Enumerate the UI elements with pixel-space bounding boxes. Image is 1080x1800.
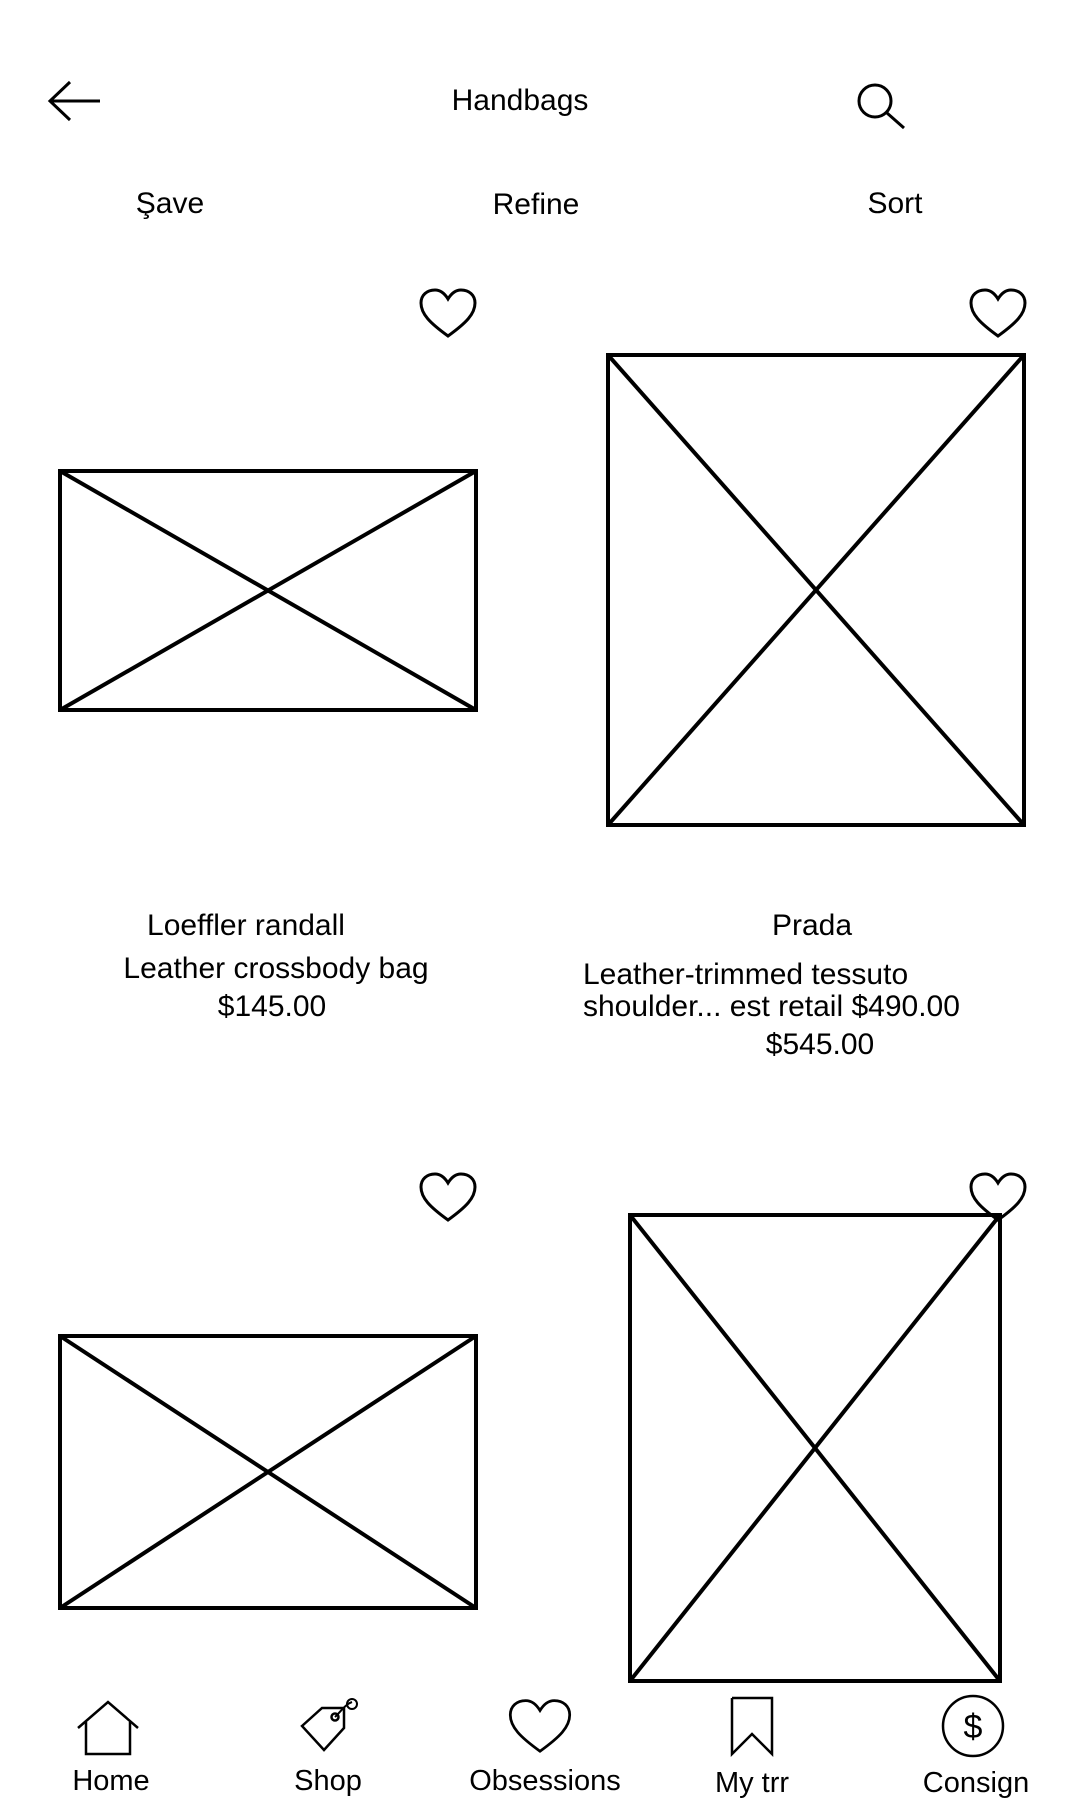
nav-label: Shop [294,1765,362,1797]
nav-item-my-trr[interactable]: My trr [700,1696,804,1800]
arrow-left-icon [47,80,100,122]
product-image-placeholder[interactable] [628,1213,1002,1683]
nav-item-home[interactable]: Home [54,1700,174,1800]
nav-item-consign[interactable]: $ Consign [914,1694,1038,1800]
product-brand: Prada [771,909,853,942]
nav-label: Obsessions [469,1765,621,1797]
product-description-line2: shoulder... est retail $490.00 [583,990,960,1023]
svg-text:$: $ [964,1708,983,1746]
heart-outline-icon [969,1172,1027,1222]
product-image-placeholder[interactable] [58,469,478,712]
home-icon [77,1700,139,1756]
refine-button[interactable]: Refine [492,188,580,221]
heart-outline-icon [969,288,1027,338]
sort-button[interactable]: Sort [867,187,923,220]
nav-label: Home [72,1765,150,1797]
heart-icon [508,1699,572,1753]
nav-label: My trr [714,1767,790,1799]
favorite-button[interactable] [418,288,478,340]
search-icon [857,83,905,130]
product-image-placeholder[interactable] [58,1334,478,1610]
product-price: $545.00 [765,1028,875,1061]
product-brand: Loeffler randall [147,909,345,942]
favorite-button[interactable] [968,1172,1028,1224]
tag-icon [300,1698,358,1752]
heart-outline-icon [419,1172,477,1222]
nav-label: Consign [922,1767,1030,1799]
product-description: Leather crossbody bag [123,952,429,985]
page-title: Handbags [451,84,589,117]
heart-outline-icon [419,288,477,338]
nav-item-shop[interactable]: Shop [268,1698,388,1800]
dollar-circle-icon: $ [941,1694,1005,1758]
product-price: $145.00 [217,990,327,1023]
nav-item-obsessions[interactable]: Obsessions [462,1698,628,1800]
save-button[interactable]: Şave [135,187,205,220]
bookmark-icon [730,1696,774,1758]
favorite-button[interactable] [418,1172,478,1224]
favorite-button[interactable] [968,288,1028,340]
product-description-line1: Leather-trimmed tessuto [583,958,909,991]
back-button[interactable] [44,78,104,124]
search-button[interactable] [852,80,912,130]
product-image-placeholder[interactable] [606,353,1026,827]
